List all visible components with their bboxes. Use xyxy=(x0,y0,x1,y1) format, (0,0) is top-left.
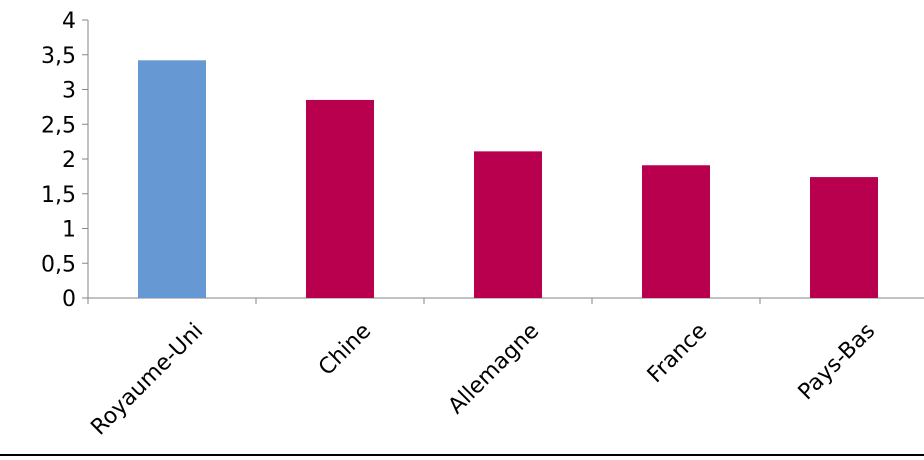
y-tick-label: 4 xyxy=(62,9,76,34)
bar-royaume-uni xyxy=(138,60,206,299)
y-tick-label: 1,5 xyxy=(41,183,76,208)
bar-pays-bas xyxy=(810,177,878,298)
x-tick-label: Royaume-Uni xyxy=(86,319,208,441)
bars-group xyxy=(138,60,878,299)
y-tick-label: 2 xyxy=(62,148,76,173)
x-tick-label: Pays-Bas xyxy=(794,319,881,406)
y-tick-label: 2,5 xyxy=(41,113,76,138)
x-axis xyxy=(87,297,924,304)
bar-chine xyxy=(306,99,374,298)
y-tick-label: 3,5 xyxy=(41,44,76,69)
y-tick-label: 0,5 xyxy=(41,252,76,277)
y-tick-label: 0 xyxy=(62,287,76,312)
x-tick-label: Allemagne xyxy=(444,319,545,420)
x-tick-labels: Royaume-Uni Chine Allemagne France Pays-Bas xyxy=(86,319,880,441)
bar-france xyxy=(642,165,710,298)
x-tick-label: Chine xyxy=(314,319,376,381)
y-axis: 0 0,5 1 1,5 2 2,5 3 3,5 4 xyxy=(41,9,89,312)
x-tick-label: France xyxy=(643,319,712,388)
y-tick-label: 3 xyxy=(62,79,76,104)
bar-allemagne xyxy=(474,151,542,298)
y-tick-label: 1 xyxy=(62,218,76,243)
